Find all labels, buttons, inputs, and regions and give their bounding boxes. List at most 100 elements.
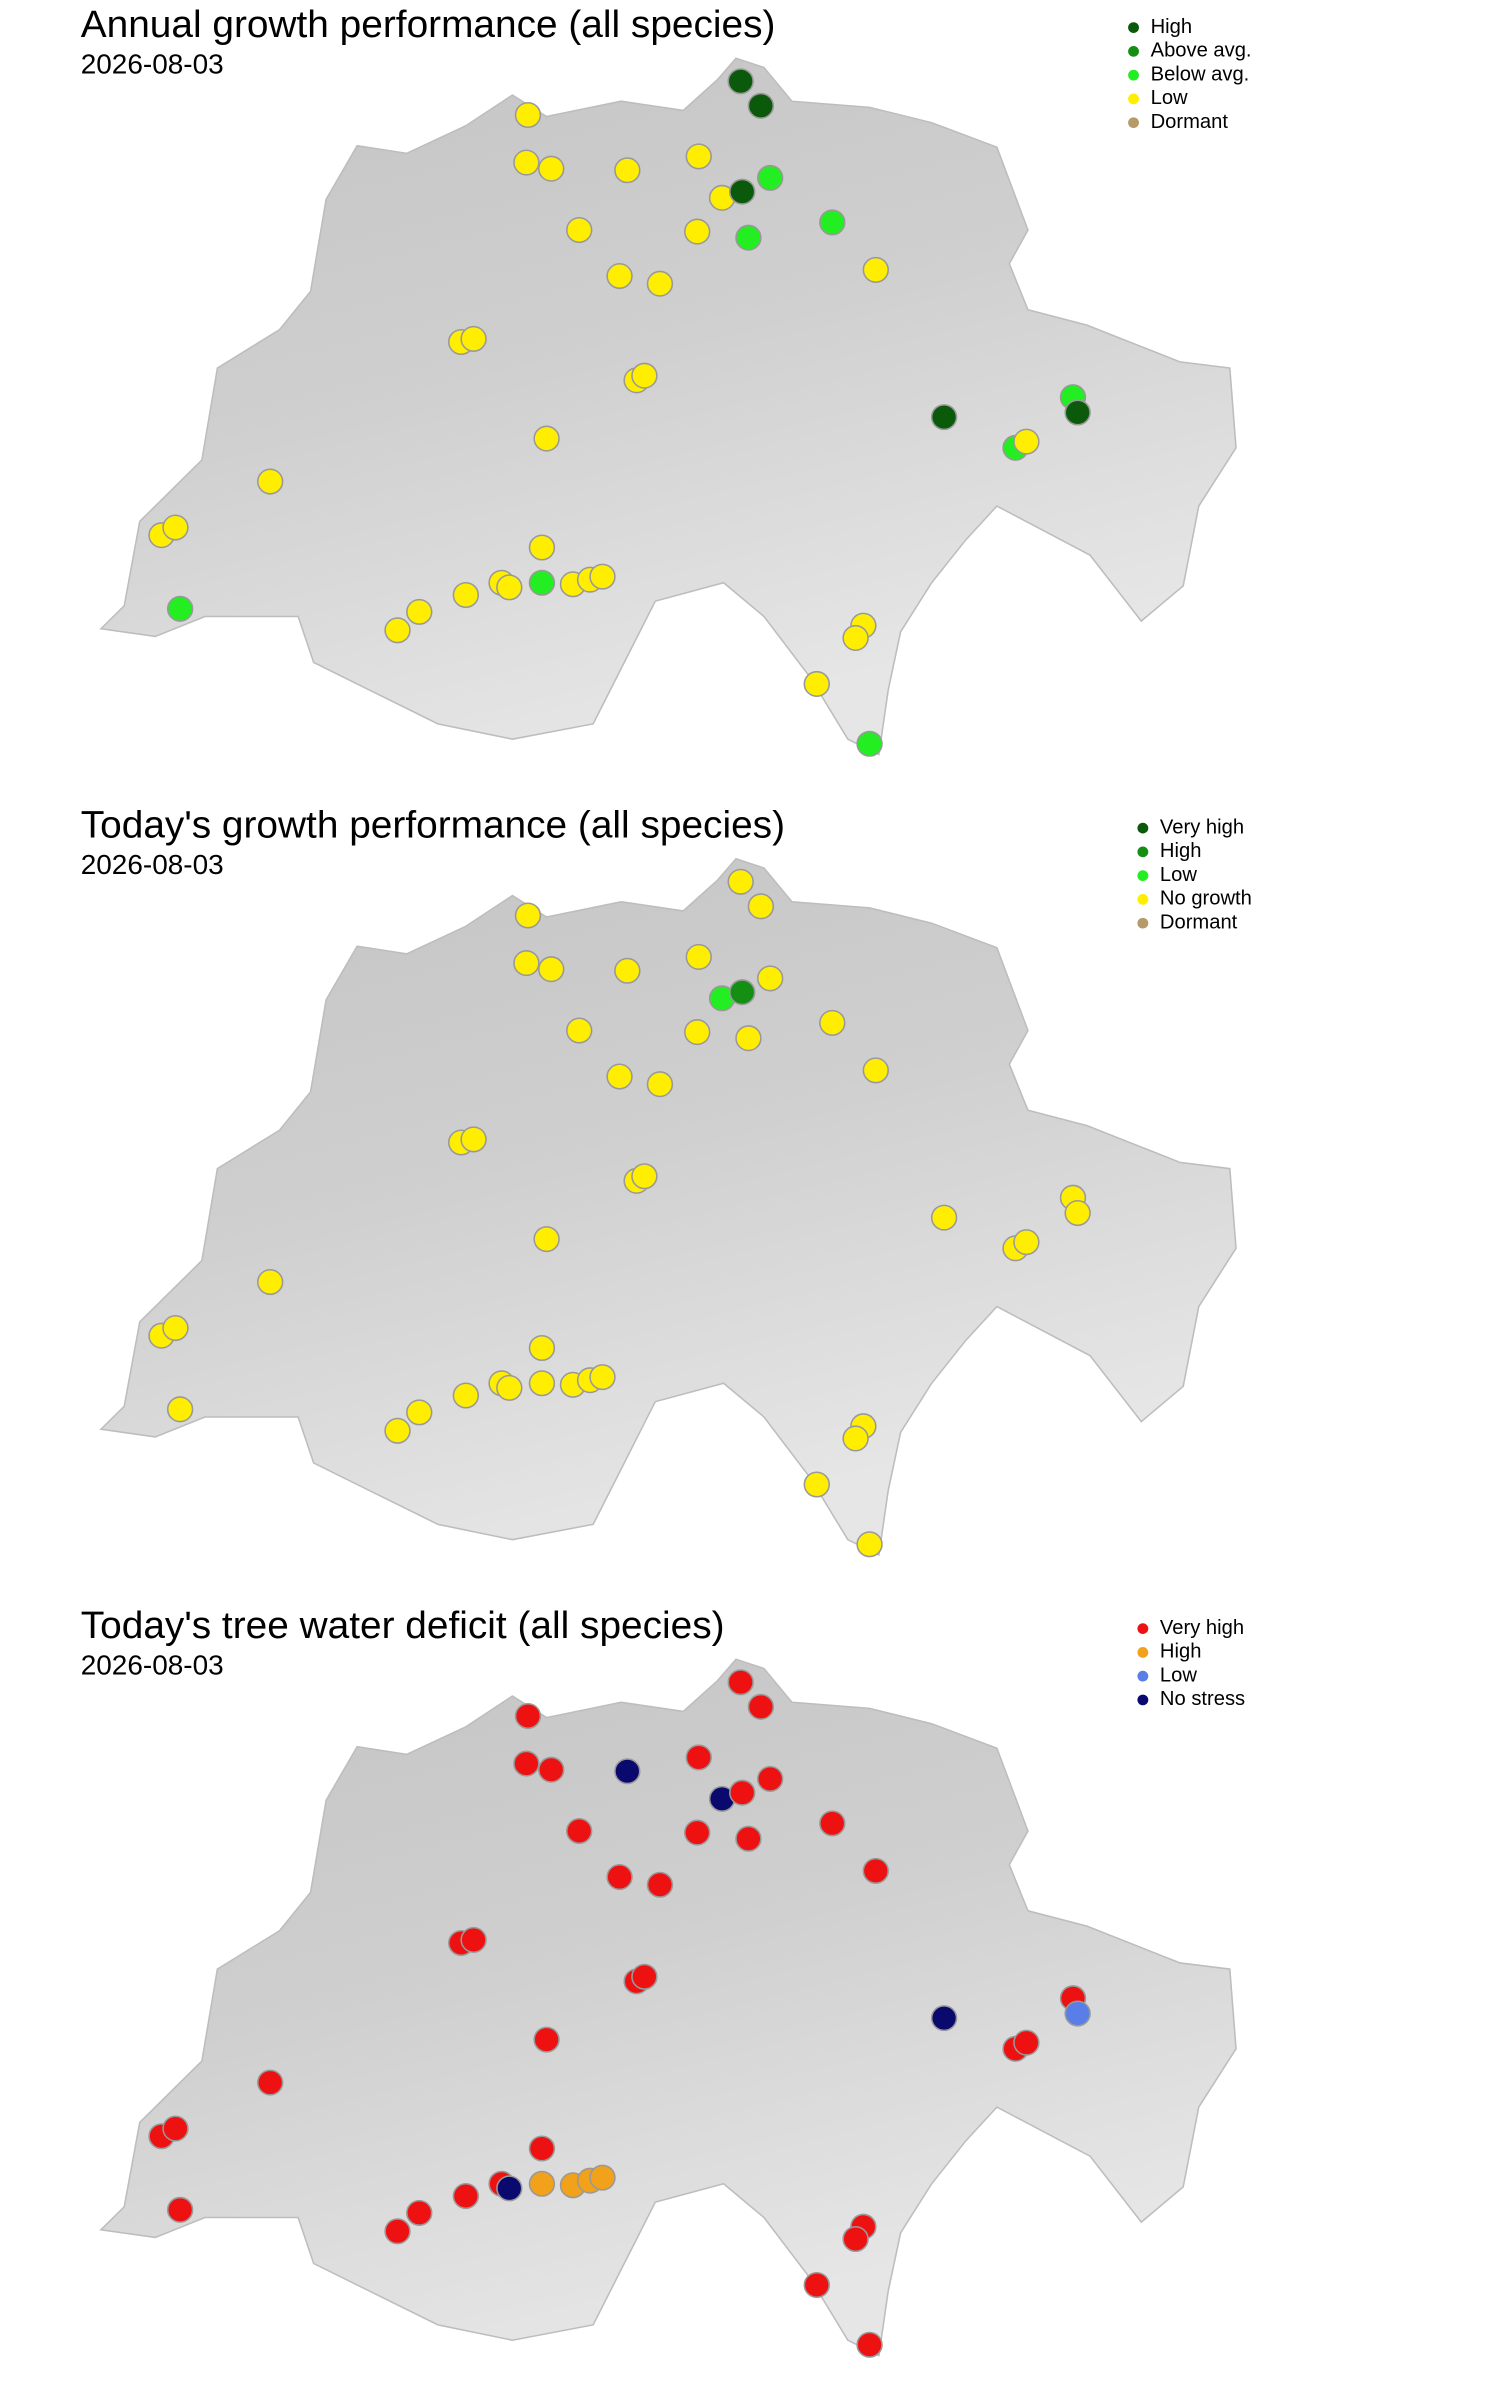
legend-dot <box>1128 117 1139 129</box>
site-marker <box>460 1926 487 1953</box>
legend-label: Low <box>1160 1665 1198 1687</box>
legend-label: Low <box>1160 864 1198 886</box>
site-marker <box>756 164 784 191</box>
site-marker <box>166 595 194 622</box>
site-marker <box>162 1315 189 1342</box>
site-marker <box>589 563 616 590</box>
site-marker <box>631 362 658 389</box>
site-marker <box>406 598 433 625</box>
site-marker <box>684 1819 711 1846</box>
site-marker <box>727 1669 754 1696</box>
site-marker <box>747 92 775 119</box>
site-marker <box>735 1025 762 1052</box>
legend-label: No growth <box>1160 888 1252 910</box>
site-marker <box>684 1019 711 1046</box>
site-marker <box>729 979 756 1006</box>
legend-label: Dormant <box>1160 912 1238 934</box>
site-marker <box>614 157 641 184</box>
site-marker <box>528 2170 556 2197</box>
site-marker <box>256 2069 284 2096</box>
site-marker <box>819 209 846 236</box>
site-marker <box>819 1810 846 1837</box>
panel-date: 2026-08-03 <box>81 849 224 880</box>
legend-dot <box>1137 917 1149 929</box>
legend-label: Very high <box>1160 816 1244 838</box>
site-marker <box>862 1857 889 1884</box>
site-marker <box>538 1756 565 1783</box>
legend-label: High <box>1160 1641 1201 1663</box>
site-marker <box>514 101 542 129</box>
legend-dot <box>1137 822 1149 834</box>
site-marker <box>496 574 523 601</box>
site-marker <box>729 178 756 205</box>
site-marker <box>685 943 712 970</box>
site-marker <box>1013 1229 1040 1256</box>
site-marker <box>514 1703 542 1730</box>
site-marker <box>513 1750 540 1777</box>
site-marker <box>528 1370 556 1397</box>
site-marker <box>452 1382 480 1409</box>
site-marker <box>862 1057 889 1084</box>
panel-title: Annual growth performance (all species) <box>81 3 776 46</box>
site-marker <box>727 68 754 95</box>
site-marker <box>513 149 540 176</box>
site-marker <box>727 868 754 895</box>
site-marker <box>496 1374 523 1401</box>
site-marker <box>606 1063 633 1090</box>
site-marker <box>538 155 565 182</box>
site-marker <box>565 1818 593 1845</box>
panel-date: 2026-08-03 <box>81 49 224 80</box>
site-marker <box>384 1417 411 1444</box>
site-marker <box>384 2218 411 2245</box>
panel-date: 2026-08-03 <box>81 1650 224 1681</box>
site-marker <box>646 270 674 297</box>
site-marker <box>729 1779 756 1806</box>
legend-dot <box>1137 870 1149 882</box>
site-marker <box>528 534 556 561</box>
legend-label: Below avg. <box>1151 64 1250 86</box>
site-marker <box>513 950 540 977</box>
legend-dot <box>1128 22 1139 33</box>
site-marker <box>460 325 487 352</box>
site-marker <box>930 404 958 431</box>
site-marker <box>565 216 593 244</box>
site-marker <box>452 2183 480 2210</box>
site-marker <box>533 1226 560 1253</box>
legend-dot <box>1137 894 1149 905</box>
map-panel: Today's tree water deficit (all species)… <box>81 1604 1245 2358</box>
panel-title: Today's tree water deficit (all species) <box>81 1604 725 1647</box>
site-marker <box>747 893 775 920</box>
site-marker <box>735 224 762 251</box>
site-marker <box>842 624 869 651</box>
site-marker <box>589 1364 616 1391</box>
site-marker <box>606 1864 633 1891</box>
site-marker <box>646 1871 674 1898</box>
site-marker <box>538 956 565 983</box>
map-panel: Today's growth performance (all species)… <box>81 804 1252 1558</box>
site-marker <box>162 514 189 541</box>
site-marker <box>1013 428 1040 455</box>
site-marker <box>606 263 633 290</box>
legend-dot <box>1137 1670 1149 1682</box>
site-marker <box>514 902 542 929</box>
legend-label: Low <box>1151 87 1189 109</box>
site-marker <box>756 1765 784 1792</box>
site-marker <box>162 2115 189 2142</box>
site-marker <box>842 1425 869 1452</box>
site-marker <box>930 1204 958 1231</box>
site-marker <box>819 1009 846 1036</box>
site-marker <box>930 2005 958 2032</box>
site-marker <box>528 2135 556 2162</box>
site-marker <box>1064 1200 1091 1227</box>
site-marker <box>614 1758 641 1785</box>
legend-label: Above avg. <box>1151 40 1252 62</box>
site-marker <box>166 1396 194 1423</box>
site-marker <box>862 256 889 283</box>
site-marker <box>1013 2029 1040 2056</box>
legend-dot <box>1137 1694 1149 1706</box>
site-marker <box>646 1071 674 1098</box>
legend-label: Very high <box>1160 1617 1244 1639</box>
legend-label: No stress <box>1160 1688 1245 1710</box>
legend-dot <box>1137 846 1149 858</box>
